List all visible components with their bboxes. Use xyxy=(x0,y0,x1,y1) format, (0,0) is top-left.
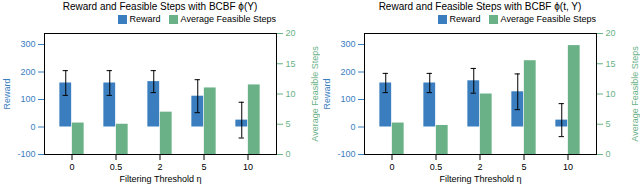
html-text:Reward: Reward xyxy=(449,14,481,24)
svg-text:0.5: 0.5 xyxy=(430,162,443,172)
svg-text:0: 0 xyxy=(30,122,35,132)
html-text:Reward and Feasible Steps with: Reward and Feasible Steps with BCBF ϕ(Y) xyxy=(62,1,258,12)
svg-text:20: 20 xyxy=(606,28,616,38)
svg-text:10: 10 xyxy=(243,162,253,172)
svg-text:100: 100 xyxy=(340,94,355,104)
html-text:Reward and Feasible Steps with: Reward and Feasible Steps with BCBF ϕ(t,… xyxy=(378,1,582,12)
svg-text:5: 5 xyxy=(286,119,291,129)
svg-text:Reward: Reward xyxy=(2,78,12,109)
svg-text:Average Feasible Steps: Average Feasible Steps xyxy=(310,46,320,142)
html-text:Average Feasible Steps: Average Feasible Steps xyxy=(180,14,276,24)
svg-text:5: 5 xyxy=(201,162,206,172)
svg-text:300: 300 xyxy=(340,39,355,49)
svg-text:0: 0 xyxy=(69,162,74,172)
svg-text:-100: -100 xyxy=(17,149,35,159)
svg-text:20: 20 xyxy=(286,28,296,38)
svg-text:Filtering Threshold η: Filtering Threshold η xyxy=(440,174,522,184)
svg-text:2: 2 xyxy=(157,162,162,172)
html-text:Average Feasible Steps: Average Feasible Steps xyxy=(500,14,596,24)
svg-text:5: 5 xyxy=(606,119,611,129)
svg-text:10: 10 xyxy=(286,89,296,99)
svg-text:0: 0 xyxy=(606,149,611,159)
svg-text:100: 100 xyxy=(20,94,35,104)
svg-text:2: 2 xyxy=(477,162,482,172)
svg-text:0: 0 xyxy=(389,162,394,172)
svg-text:0: 0 xyxy=(286,149,291,159)
svg-text:200: 200 xyxy=(340,67,355,77)
svg-text:300: 300 xyxy=(20,39,35,49)
svg-text:0: 0 xyxy=(350,122,355,132)
svg-text:-100: -100 xyxy=(337,149,355,159)
svg-text:10: 10 xyxy=(606,89,616,99)
html-text:Reward: Reward xyxy=(129,14,161,24)
svg-text:Average Feasible Steps: Average Feasible Steps xyxy=(630,46,640,142)
svg-text:0.5: 0.5 xyxy=(110,162,123,172)
svg-text:200: 200 xyxy=(20,67,35,77)
svg-text:Filtering Threshold η: Filtering Threshold η xyxy=(120,174,202,184)
svg-text:10: 10 xyxy=(563,162,573,172)
svg-text:15: 15 xyxy=(606,59,616,69)
svg-text:5: 5 xyxy=(521,162,526,172)
svg-text:Reward: Reward xyxy=(322,78,332,109)
svg-text:15: 15 xyxy=(286,59,296,69)
